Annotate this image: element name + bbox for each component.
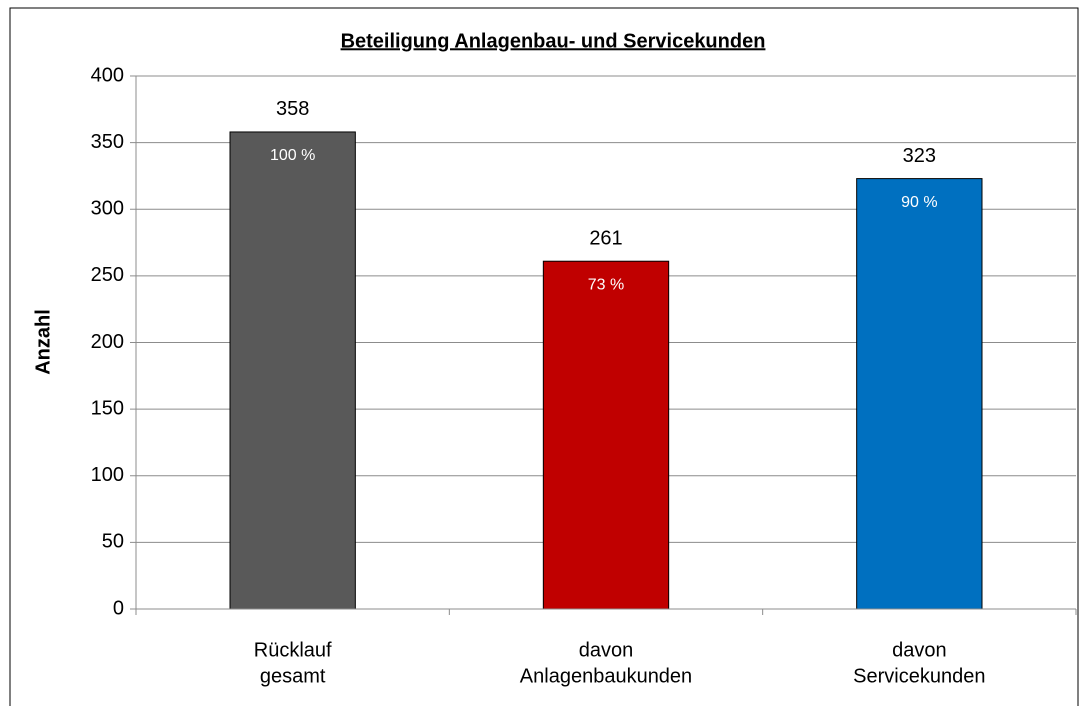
y-axis-label: Anzahl (32, 309, 54, 375)
share-label: 90 % (901, 194, 937, 211)
x-tick-label: Rücklauf (254, 639, 332, 661)
y-tick-label: 0 (113, 597, 124, 619)
y-tick-label: 100 (91, 464, 124, 486)
value-label: 261 (589, 227, 622, 249)
y-tick-label: 150 (91, 397, 124, 419)
y-tick-label: 350 (91, 131, 124, 153)
y-tick-label: 200 (91, 331, 124, 353)
bar (229, 131, 356, 610)
bar (542, 260, 670, 610)
share-label: 73 % (588, 276, 624, 293)
y-tick-label: 400 (91, 64, 124, 86)
x-tick-label: gesamt (260, 665, 326, 687)
chart-title: Beteiligung Anlagenbau- und Servicekunde… (341, 30, 766, 52)
bar (856, 178, 983, 610)
share-label: 100 % (270, 147, 315, 164)
x-tick-label: Anlagenbaukunden (520, 665, 692, 687)
y-tick-label: 300 (91, 198, 124, 220)
value-label: 358 (276, 98, 309, 120)
y-tick-label: 250 (91, 264, 124, 286)
value-label: 323 (903, 145, 936, 167)
x-tick-label: davon (579, 639, 634, 661)
x-tick-label: davon (892, 639, 947, 661)
y-tick-label: 50 (102, 531, 124, 553)
x-tick-label: Servicekunden (853, 665, 985, 687)
